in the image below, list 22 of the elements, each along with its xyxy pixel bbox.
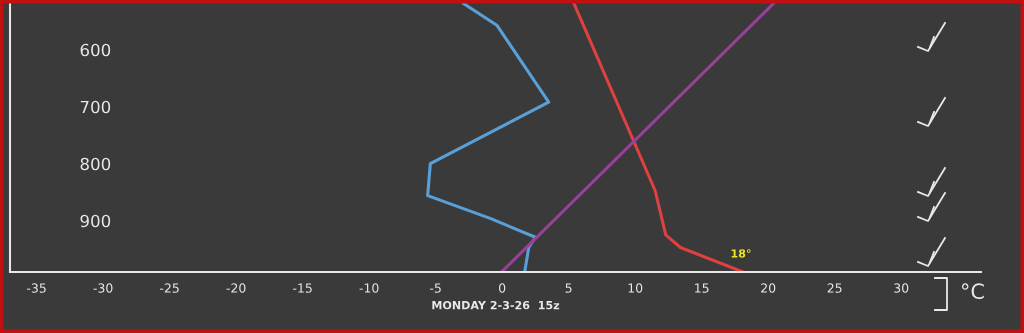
text: °C <box>961 283 984 300</box>
x-tick-label: -25 <box>160 283 179 293</box>
x-tick-label: 20 <box>761 283 776 293</box>
y-tick-label: 900 <box>80 214 111 228</box>
x-tick-label: -35 <box>27 283 46 293</box>
annotation: 18° <box>731 249 751 258</box>
x-tick-label: -5 <box>430 283 441 293</box>
x-tick-label: 5 <box>565 283 572 293</box>
x-tick-label: -30 <box>93 283 113 293</box>
x-tick-label: 0 <box>499 283 506 293</box>
x-axis-title: MONDAY 2-3-26 15z <box>432 300 560 310</box>
x-tick-label: -20 <box>226 283 246 293</box>
y-tick-label: 600 <box>80 43 111 57</box>
x-tick-label: -15 <box>293 283 312 293</box>
y-tick-label: 700 <box>80 100 111 114</box>
line-series <box>426 3 551 272</box>
x-tick-label: 30 <box>894 283 909 293</box>
x-tick-label: 15 <box>695 283 709 293</box>
x-tick-label: 25 <box>827 283 842 293</box>
x-tick-label: 10 <box>628 283 643 293</box>
x-tick-label: -10 <box>359 283 379 293</box>
y-tick-label: 800 <box>80 157 111 171</box>
